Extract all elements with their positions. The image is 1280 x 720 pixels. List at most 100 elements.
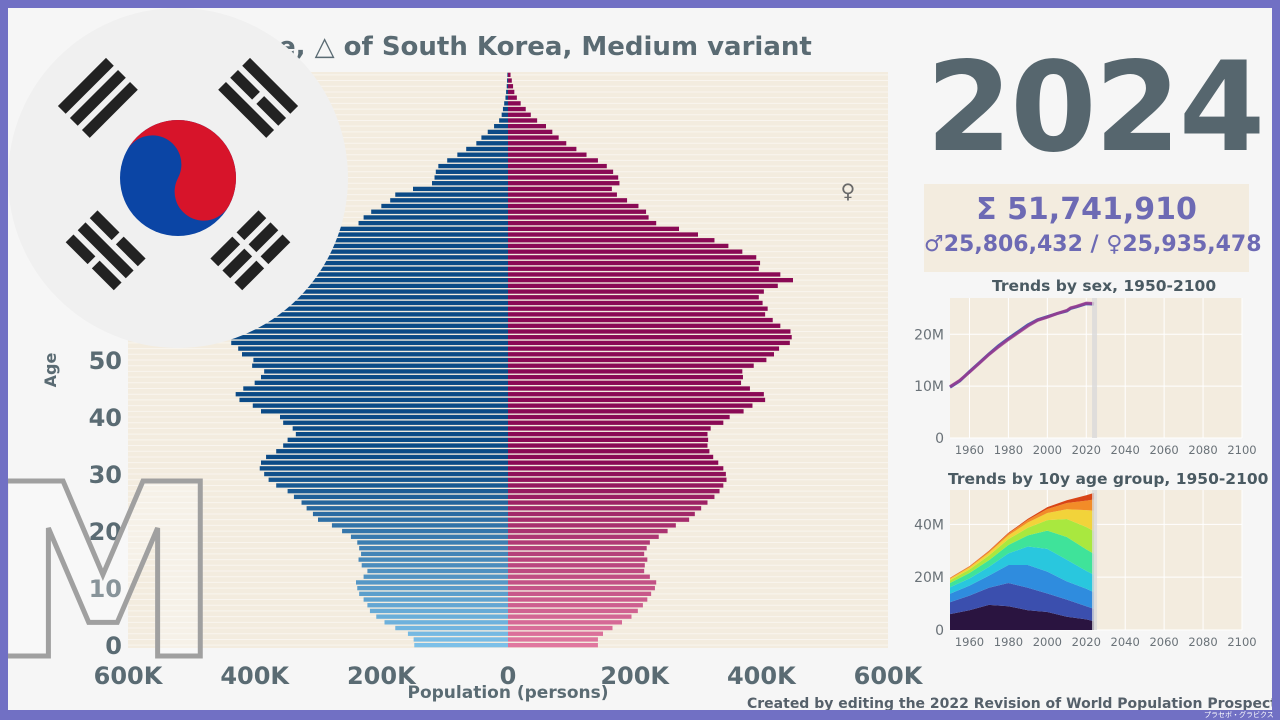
total-population: Σ 51,741,910 — [976, 192, 1197, 227]
female-bar — [508, 158, 598, 163]
female-bar — [508, 477, 727, 482]
male-bar — [261, 460, 508, 465]
male-bar — [414, 642, 508, 648]
male-bar — [259, 289, 508, 294]
female-bar — [508, 546, 647, 551]
female-bar — [508, 141, 567, 146]
female-bar — [508, 449, 710, 454]
female-bar — [508, 471, 726, 477]
male-bar — [231, 277, 508, 283]
male-bar — [384, 620, 508, 625]
male-bar — [258, 300, 508, 306]
male-bar — [438, 163, 508, 169]
male-bar — [264, 369, 508, 374]
female-bar — [508, 260, 761, 266]
male-bar — [295, 431, 508, 437]
male-bar — [280, 414, 508, 420]
female-bar — [508, 277, 793, 283]
video-frame: e, △ of South Korea, Medium variant Age … — [8, 8, 1272, 710]
female-bar — [508, 608, 638, 614]
female-bar — [508, 460, 719, 465]
male-bar — [434, 175, 508, 180]
male-bar — [261, 409, 508, 414]
male-bar — [494, 124, 508, 129]
male-bar — [257, 255, 508, 260]
female-bar — [508, 266, 759, 271]
male-bar — [234, 323, 508, 328]
y-tick-label: 0 — [105, 632, 122, 660]
male-bar — [457, 152, 508, 157]
male-bar — [376, 614, 508, 619]
male-bar — [432, 181, 508, 186]
male-bar — [369, 608, 508, 614]
male-bar — [261, 374, 508, 380]
female-bar — [508, 557, 648, 562]
male-bar — [501, 112, 508, 117]
male-bar — [395, 625, 508, 631]
male-bar — [507, 72, 508, 78]
female-bar — [508, 255, 757, 260]
y-tick-label: 50 — [89, 347, 122, 375]
female-bar — [508, 106, 526, 112]
corner-watermark: プラセボ・グラビクス — [1204, 711, 1274, 719]
chart-title: e, △ of South Korea, Medium variant — [278, 32, 812, 62]
female-bar — [508, 420, 724, 425]
male-bar — [358, 220, 508, 226]
female-bar — [508, 181, 620, 186]
female-bar — [508, 272, 781, 277]
male-bar — [413, 186, 508, 192]
credit-text: Created by editing the 2022 Revision of … — [747, 696, 1272, 710]
male-bar — [293, 494, 508, 500]
female-bar — [508, 597, 648, 602]
female-bar — [508, 523, 676, 528]
female-bar — [508, 551, 645, 557]
male-bar — [287, 489, 508, 494]
female-bar — [508, 534, 659, 539]
male-bar — [235, 392, 508, 397]
male-bar — [371, 209, 508, 214]
female-bar — [508, 249, 743, 254]
male-bar — [312, 511, 508, 517]
male-bar — [249, 249, 508, 254]
male-bar — [276, 483, 508, 488]
male-bar — [367, 568, 508, 574]
male-bar — [395, 192, 508, 197]
female-bar — [508, 175, 619, 180]
female-bar — [508, 568, 645, 574]
female-bar — [508, 574, 650, 579]
female-bar — [508, 414, 730, 420]
male-bar — [435, 169, 508, 174]
male-bar — [504, 101, 508, 106]
female-bar — [508, 203, 639, 209]
female-bar — [508, 192, 617, 197]
female-bar — [508, 642, 598, 648]
y-tick-label: 30 — [89, 461, 122, 489]
male-bar — [243, 386, 508, 391]
male-bar — [253, 306, 508, 311]
male-bar — [407, 631, 508, 636]
female-bar — [508, 152, 587, 157]
female-bar — [508, 329, 791, 334]
population-summary: Σ 51,741,910 ♂25,806,432 / ♀25,935,478 — [924, 184, 1262, 272]
female-bar — [508, 369, 743, 374]
male-bar — [413, 637, 508, 642]
male-bar — [487, 129, 508, 135]
female-bar — [508, 563, 645, 568]
female-bar — [508, 506, 702, 511]
female-bar — [508, 386, 750, 391]
x-tick-label: 200K — [600, 662, 670, 690]
female-bar — [508, 232, 698, 237]
female-bar — [508, 409, 744, 414]
female-bar — [508, 614, 632, 619]
female-bar — [508, 637, 598, 642]
female-bar — [508, 215, 649, 220]
female-bar — [508, 625, 613, 631]
male-bar — [238, 346, 508, 351]
female-bar — [508, 95, 517, 100]
male-bar — [358, 557, 508, 562]
male-bar — [505, 95, 508, 100]
y-tick-label: 40 — [89, 404, 122, 432]
male-bar — [507, 78, 508, 83]
year-display: 2024 — [926, 36, 1265, 180]
population-by-sex: ♂25,806,432 / ♀25,935,478 — [924, 232, 1262, 257]
